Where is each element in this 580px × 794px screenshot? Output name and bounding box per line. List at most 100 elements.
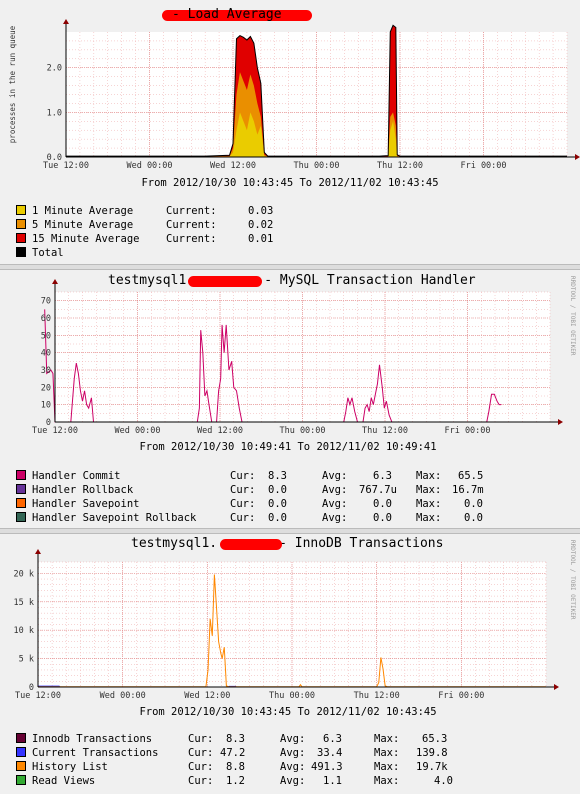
legend-max-label: Max: [374,747,400,759]
redacted-hostname [188,276,262,287]
legend-avg-value: 1.1 [323,775,342,787]
legend-label: 5 Minute Average [32,219,134,231]
y-tick-label: 10 [41,401,51,411]
legend-current-value: 0.03 [248,205,274,217]
x-tick-label: Thu 12:00 [354,691,400,701]
series-line [44,309,502,423]
chart-title: - Load Average [172,7,472,22]
legend-current-label: Current: [166,205,217,217]
chart-title-host: testmysql1 [108,273,187,288]
legend-avg-value: 6.3 [323,733,342,745]
y-tick-label: 20 [41,383,51,393]
legend-label: Handler Savepoint Rollback [32,512,197,524]
legend-cur-label: Cur: [230,512,256,524]
legend: Handler Commit Cur: 8.3 Avg: 6.3 Max: 65.5 Han… [16,469,484,525]
x-tick-label: Tue 12:00 [43,161,89,171]
legend-max-label: Max: [416,470,442,482]
x-tick-label: Wed 00:00 [100,691,146,701]
x-axis-arrow [554,684,559,690]
y-tick-label: 60 [41,314,51,324]
legend-cur-label: Cur: [188,733,214,745]
legend-row: Handler Rollback Cur: 0.0 Avg: 767.7u Max: 16.… [16,483,484,497]
legend-avg-value: 491.3 [311,761,343,773]
load-average-panel: 0.0 1.0 2.0 Tue 12:00 Wed 00:00 Wed 12:00 Thu … [0,0,580,265]
legend-swatch [16,747,26,757]
x-tick-label: Wed 00:00 [114,426,160,436]
legend-cur-value: 0.0 [268,498,287,510]
legend-label: Read Views [32,775,96,787]
x-tick-label: Wed 12:00 [184,691,230,701]
y-tick-label: 40 [41,349,51,359]
total-line [66,24,567,157]
y-axis-label: processes in the run queue [8,25,17,143]
legend-row: 15 Minute Average Current: 0.01 [16,232,273,246]
legend-cur-value: 1.2 [226,775,245,787]
legend-swatch [16,761,26,771]
legend-max-label: Max: [374,733,400,745]
legend-swatch [16,775,26,785]
date-range: From 2012/10/30 10:49:41 To 2012/11/02 1… [139,441,437,453]
legend-avg-label: Avg: [280,761,306,773]
innodb-transactions-panel: 0 5 k 10 k 15 k 20 k Tue 12:00 Wed 00:00 Wed 12… [0,534,580,794]
legend-cur-label: Cur: [188,775,214,787]
legend-max-label: Max: [374,761,400,773]
x-tick-label: Thu 12:00 [377,161,423,171]
y-tick-label: 0.0 [47,153,62,163]
x-tick-label: Tue 12:00 [32,426,78,436]
y-tick-label: 15 k [14,598,34,608]
legend-max-value: 0.0 [464,498,483,510]
legend-cur-label: Cur: [230,470,256,482]
legend-swatch [16,470,26,480]
legend-avg-value: 33.4 [317,747,343,759]
legend-row: Handler Savepoint Cur: 0.0 Avg: 0.0 Max: 0.0 [16,497,483,511]
legend-max-value: 139.8 [416,747,448,759]
legend-current-value: 0.01 [248,233,274,245]
legend-avg-label: Avg: [322,484,348,496]
legend-max-value: 65.3 [422,733,448,745]
legend-label: Handler Commit [32,470,121,482]
legend-max-value: 4.0 [434,775,453,787]
legend-label: Handler Savepoint [32,498,140,510]
legend-avg-label: Avg: [280,747,306,759]
x-tick-label: Wed 12:00 [210,161,256,171]
legend-max-label: Max: [416,512,442,524]
chart-title-text: - MySQL Transaction Handler [264,273,476,288]
legend-label: Total [32,247,64,259]
chart-title-text: - InnoDB Transactions [279,536,444,551]
legend-swatch [16,484,26,494]
legend-avg-value: 0.0 [373,512,392,524]
legend-current-label: Current: [166,233,217,245]
legend-cur-value: 8.8 [226,761,245,773]
x-tick-label: Thu 12:00 [362,426,408,436]
date-range: From 2012/10/30 10:43:45 To 2012/11/02 1… [141,177,439,189]
panel-divider [0,264,580,270]
y-tick-label: 20 k [14,569,34,579]
legend-row: Innodb Transactions Cur: 8.3 Avg: 6.3 Max: 65.… [16,732,447,746]
legend-label: Innodb Transactions [32,733,153,745]
x-axis-arrow [575,154,580,160]
legend-avg-value: 6.3 [373,470,392,482]
legend-cur-label: Cur: [188,761,214,773]
y-tick-label: 50 [41,331,51,341]
date-range: From 2012/10/30 10:43:45 To 2012/11/02 1… [139,706,437,718]
legend-cur-label: Cur: [188,747,214,759]
x-tick-label: Fri 00:00 [438,691,484,701]
x-tick-label: Thu 00:00 [293,161,339,171]
redacted-hostname [162,10,312,21]
legend-label: Handler Rollback [32,484,134,496]
y-tick-label: 10 k [14,626,34,636]
x-tick-label: Fri 00:00 [444,426,490,436]
legend-max-label: Max: [416,498,442,510]
innodb-transactions-chart: 0 5 k 10 k 15 k 20 k Tue 12:00 Wed 00:00 Wed 12… [14,549,559,701]
legend-current-value: 0.02 [248,219,274,231]
redacted-hostname [220,539,282,550]
x-tick-label: Wed 12:00 [197,426,243,436]
legend-label: 1 Minute Average [32,205,134,217]
legend: Innodb Transactions Cur: 8.3 Avg: 6.3 Max: 65.… [16,732,453,788]
legend-row: 5 Minute Average Current: 0.02 [16,218,273,232]
legend-max-label: Max: [416,484,442,496]
legend-avg-value: 0.0 [373,498,392,510]
legend-cur-value: 8.3 [268,470,287,482]
legend-cur-label: Cur: [230,498,256,510]
legend-swatch [16,512,26,522]
